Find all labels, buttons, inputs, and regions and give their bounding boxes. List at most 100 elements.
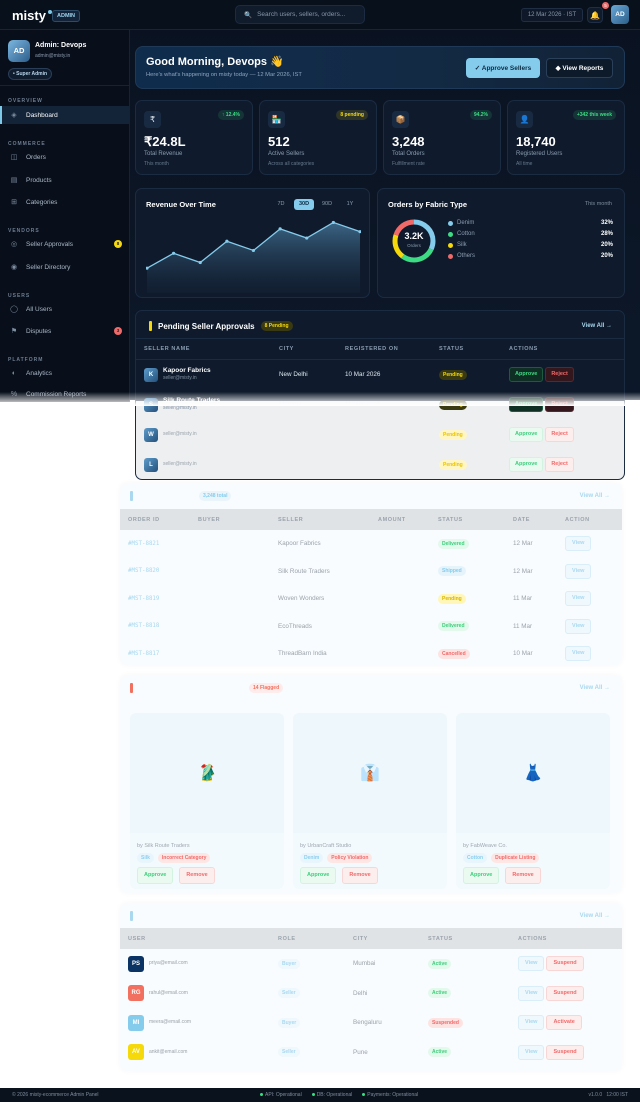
range-1y[interactable]: 1Y xyxy=(346,201,354,207)
view-button[interactable]: View xyxy=(565,591,592,607)
view-button[interactable]: View xyxy=(565,618,592,634)
view-button[interactable]: View xyxy=(565,536,592,552)
approve-button[interactable]: Approve xyxy=(509,367,544,383)
approve-button[interactable]: Approve xyxy=(509,397,544,412)
bell-icon[interactable]: 🔔 xyxy=(587,7,603,23)
table-row: AV ankit@email.com Seller Pune Active View Sus… xyxy=(120,1038,622,1068)
seller-cell: Silk Route Traders xyxy=(278,567,330,575)
sidebar-item-commission-reports[interactable]: % Commission Reports xyxy=(0,385,129,402)
accent-bar xyxy=(130,683,133,693)
logo[interactable]: misty xyxy=(12,8,52,23)
reject-button[interactable]: Reject xyxy=(545,457,574,472)
city-cell: Delhi xyxy=(353,989,368,997)
reject-button[interactable]: Reject xyxy=(545,427,574,442)
view-button[interactable]: View xyxy=(518,956,545,972)
view-reports-button[interactable]: ◆ View Reports xyxy=(546,58,613,78)
view-all-link[interactable]: View All → xyxy=(579,913,610,919)
revenue-area xyxy=(147,222,360,293)
order-id[interactable]: #MST-8821 xyxy=(128,540,160,547)
order-id[interactable]: #MST-8817 xyxy=(128,650,160,657)
users-card: View All → USER ROLE CITY STATUS ACTIONS PS pr… xyxy=(120,903,622,1071)
chart-title: Orders by Fabric Type xyxy=(388,200,468,209)
suspend-button[interactable]: Suspend xyxy=(546,956,584,972)
seller-name: Kapoor Fabrics xyxy=(163,367,211,375)
revenue-point[interactable] xyxy=(305,236,309,240)
sidebar-item-label: Commission Reports xyxy=(26,390,87,398)
range-7d[interactable]: 7D xyxy=(277,201,285,207)
remove-button[interactable]: Remove xyxy=(342,867,378,884)
user-email: ankit@email.com xyxy=(149,1048,188,1055)
status-badge: Active xyxy=(428,1047,452,1058)
view-button[interactable]: View xyxy=(565,646,592,662)
actions-cell: Approve Reject xyxy=(501,420,624,450)
logo-dot-icon xyxy=(47,10,52,14)
revenue-point[interactable] xyxy=(331,220,335,225)
revenue-point[interactable] xyxy=(278,227,282,231)
range-30d[interactable]: 30D xyxy=(294,199,314,210)
product-tags: Denim Policy Violation xyxy=(300,853,373,863)
status-item: Payments: Operational xyxy=(362,1092,418,1098)
donut-slice-cotton[interactable] xyxy=(392,219,436,263)
revenue-point[interactable] xyxy=(251,248,256,253)
sidebar-item-seller-directory[interactable]: ◉ Seller Directory xyxy=(0,258,129,276)
revenue-point[interactable] xyxy=(225,239,229,243)
diamond-icon: ◈ xyxy=(11,112,17,119)
order-id[interactable]: #MST-8819 xyxy=(128,595,160,602)
seller-cell: Kapoor Fabrics xyxy=(278,540,321,548)
sidebar-item-disputes[interactable]: ⚑ Disputes 3 xyxy=(0,322,129,340)
column-header: SELLER xyxy=(278,516,304,523)
remove-button[interactable]: Remove xyxy=(179,867,215,884)
view-button[interactable]: View xyxy=(565,563,592,579)
revenue-point[interactable] xyxy=(358,230,361,234)
user-email: meera@email.com xyxy=(149,1019,192,1026)
range-90d[interactable]: 90D xyxy=(321,201,333,207)
order-id[interactable]: #MST-8820 xyxy=(128,568,160,575)
avatar[interactable]: AD xyxy=(611,5,629,24)
sidebar-item-seller-approvals[interactable]: ◎ Seller Approvals 8 xyxy=(0,235,129,253)
view-all-link[interactable]: View All → xyxy=(579,493,610,499)
suspend-button[interactable]: Suspend xyxy=(546,985,584,1001)
sidebar-item-dashboard[interactable]: ◈ Dashboard xyxy=(0,106,129,124)
order-id[interactable]: #MST-8818 xyxy=(128,623,160,630)
sidebar-item-categories[interactable]: ⊞ Categories xyxy=(0,193,129,211)
view-button[interactable]: View xyxy=(518,985,545,1001)
suspend-button[interactable]: Suspend xyxy=(546,1044,584,1060)
role-cell: Buyer xyxy=(270,949,345,979)
sidebar-item-analytics[interactable]: ◐ Analytics xyxy=(0,364,129,382)
revenue-point[interactable] xyxy=(172,251,176,255)
approve-button[interactable]: Approve xyxy=(463,867,500,884)
status-cell: Pending xyxy=(431,390,501,420)
user-icon: ◯ xyxy=(10,306,18,313)
revenue-point[interactable] xyxy=(198,260,202,265)
donut-slice-others[interactable] xyxy=(392,219,436,263)
reject-button[interactable]: Reject xyxy=(545,397,574,412)
approve-button[interactable]: Approve xyxy=(300,867,337,884)
reject-button[interactable]: Reject xyxy=(545,367,574,383)
donut-slice-silk[interactable] xyxy=(392,219,436,263)
view-button[interactable]: View xyxy=(518,1044,545,1060)
approve-button[interactable]: Approve xyxy=(137,867,174,884)
activate-button[interactable]: Activate xyxy=(546,1015,582,1031)
sidebar-item-products[interactable]: ▤ Products xyxy=(0,171,129,189)
approve-sellers-button[interactable]: ✓ Approve Sellers xyxy=(466,58,540,78)
revenue-point[interactable] xyxy=(146,266,149,270)
view-all-link[interactable]: View All → xyxy=(581,323,612,329)
orders-icon: ◫ xyxy=(10,154,18,161)
view-button[interactable]: View xyxy=(518,1015,545,1031)
admin-badge: ADMIN xyxy=(52,10,81,22)
product-actions: Approve Remove xyxy=(137,867,217,884)
sidebar-item-all-users[interactable]: ◯ All Users xyxy=(0,300,129,318)
sidebar-item-label: Dashboard xyxy=(26,111,58,119)
actions-cell: Approve Reject xyxy=(501,360,624,390)
seller-email: seller@misty.in xyxy=(163,375,197,382)
approve-button[interactable]: Approve xyxy=(509,427,544,442)
seller-name-block: Kapoor Fabrics seller@misty.in xyxy=(163,367,211,382)
approve-button[interactable]: Approve xyxy=(509,457,544,472)
view-all-link[interactable]: View All → xyxy=(579,685,610,691)
remove-button[interactable]: Remove xyxy=(505,867,541,884)
search-input[interactable]: 🔍 Search users, sellers, orders... xyxy=(235,5,365,24)
column-header: ACTIONS xyxy=(501,338,624,360)
seller-avatar: S xyxy=(144,397,158,412)
legend-dot xyxy=(448,232,453,237)
sidebar-item-orders[interactable]: ◫ Orders xyxy=(0,148,129,166)
